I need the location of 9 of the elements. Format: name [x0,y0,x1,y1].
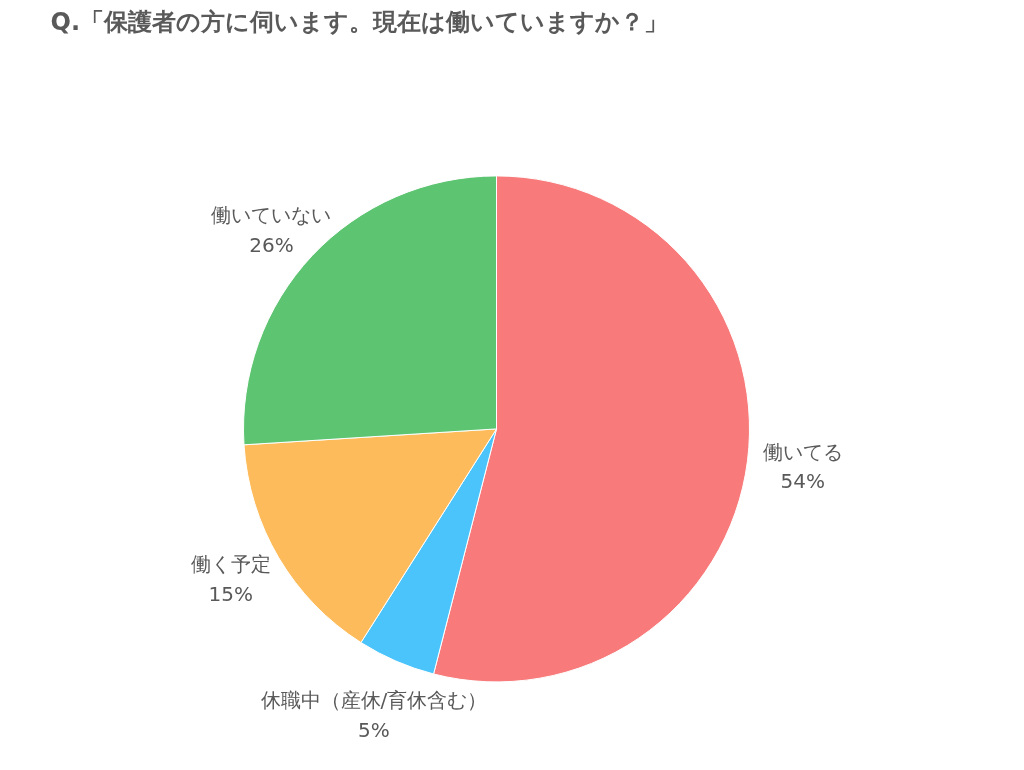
data-label: 54% [780,469,825,494]
slice-label: 休職中（産休/育休含む） [260,688,488,713]
slice-label: 働いてる [762,439,843,464]
data-label: 15% [208,581,254,606]
slice-label: 働いていない [211,202,332,227]
slice-label: 働く予定 [190,551,271,576]
data-label: 26% [249,232,294,257]
chart-title: Q.「保護者の方に伺います。現在は働いていますか？」 [50,7,669,36]
data-label: 5% [358,718,390,743]
